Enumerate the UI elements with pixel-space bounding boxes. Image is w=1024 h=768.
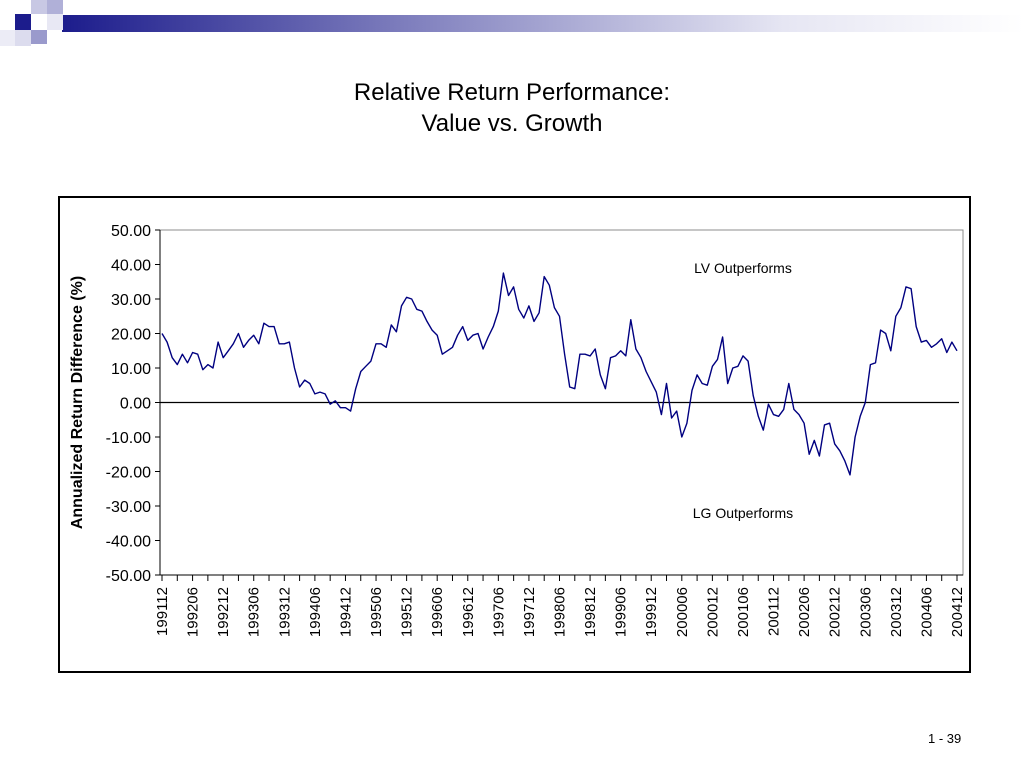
x-tick-label: 199412 <box>337 587 354 637</box>
y-tick-label: 30.00 <box>111 292 151 309</box>
x-tick-label: 199406 <box>307 587 324 637</box>
x-tick-label: 200112 <box>766 587 783 636</box>
x-tick-label: 200412 <box>949 587 966 637</box>
x-tick-label: 200406 <box>918 587 935 637</box>
chart-annotation: LG Outperforms <box>693 505 793 521</box>
x-tick-label: 200106 <box>735 587 752 637</box>
chart-frame: 50.00 40.00 30.00 20.00 10.00 0.00 -10.00 -20.0… <box>58 196 971 673</box>
x-tick-label: 199212 <box>215 587 232 637</box>
header-gradient-bar <box>62 15 1024 32</box>
header-square <box>47 14 63 30</box>
x-tick-label: 199912 <box>643 587 660 637</box>
header-square <box>31 0 47 14</box>
x-tick-label: 199306 <box>246 587 263 637</box>
x-tick-label: 199312 <box>276 587 293 637</box>
header-square <box>0 30 15 46</box>
y-tick-label: -40.00 <box>106 534 151 551</box>
x-tick-label: 199112 <box>154 587 171 636</box>
page-number: 1 - 39 <box>928 731 962 746</box>
header-square <box>15 30 31 46</box>
x-tick-label: 200312 <box>888 587 905 637</box>
x-tick-label: 200006 <box>674 587 691 637</box>
chart-annotation: LV Outperforms <box>694 260 792 276</box>
header-square <box>15 14 31 30</box>
y-tick-label: -10.00 <box>106 430 151 447</box>
header-square <box>47 0 63 14</box>
x-tick-label: 200012 <box>704 587 721 637</box>
x-tick-label: 200212 <box>827 587 844 637</box>
y-axis-title: Annualized Return Difference (%) <box>69 276 86 529</box>
x-tick-label: 200206 <box>796 587 813 637</box>
y-tick-label: -30.00 <box>106 499 151 516</box>
x-tick-label: 199706 <box>490 587 507 637</box>
slide-title-line2: Value vs. Growth <box>421 110 603 137</box>
y-tick-label: 50.00 <box>111 223 151 240</box>
slide-title-line1: Relative Return Performance: <box>353 79 671 106</box>
y-tick-label: 0.00 <box>120 396 151 413</box>
header-decoration <box>0 0 1024 46</box>
x-tick-label: 199612 <box>460 587 477 637</box>
x-tick-label: 200306 <box>857 587 874 637</box>
x-tick-label: 199206 <box>185 587 202 637</box>
x-tick-label: 199906 <box>613 587 630 637</box>
y-tick-label: -50.00 <box>106 568 151 585</box>
y-tick-label: -20.00 <box>106 465 151 482</box>
y-tick-label: 10.00 <box>111 361 151 378</box>
header-square <box>31 30 47 44</box>
line-chart: 50.00 40.00 30.00 20.00 10.00 0.00 -10.00 -20.0… <box>69 223 966 637</box>
x-tick-label: 199812 <box>582 587 599 637</box>
x-tick-label: 199506 <box>368 587 385 637</box>
x-tick-label: 199512 <box>399 587 416 637</box>
y-tick-label: 20.00 <box>111 327 151 344</box>
x-tick-label: 199606 <box>429 587 446 637</box>
x-tick-label: 199806 <box>552 587 569 637</box>
y-tick-label: 40.00 <box>111 258 151 275</box>
x-tick-label: 199712 <box>521 587 538 637</box>
series-line <box>161 272 958 476</box>
